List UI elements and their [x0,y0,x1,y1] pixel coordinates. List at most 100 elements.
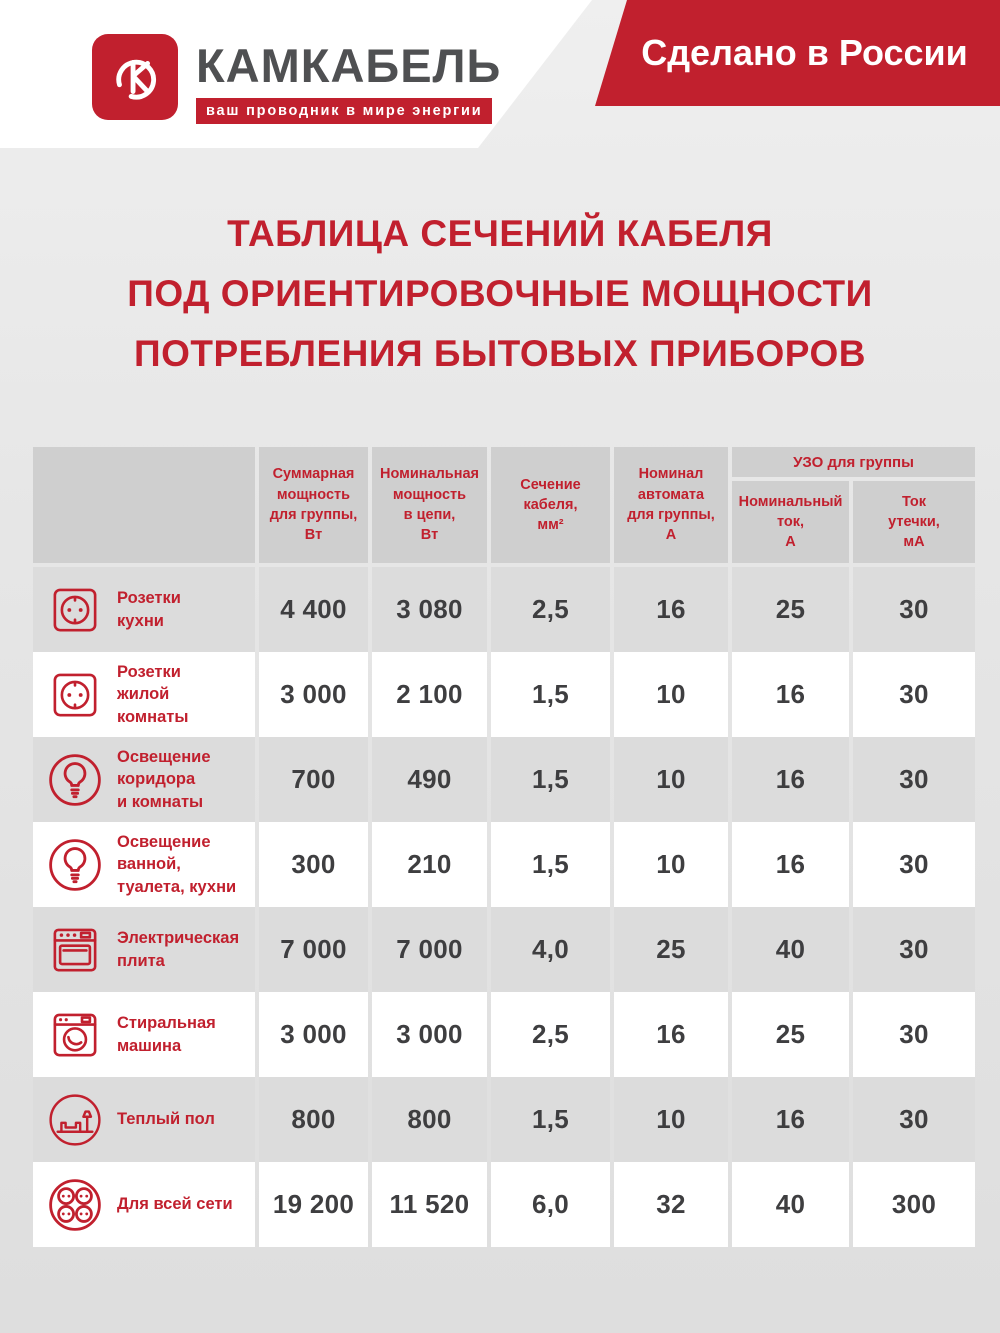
value-cell: 11 520 [372,1162,487,1247]
made-in-russia-ribbon: Сделано в России [595,0,1000,106]
value-cell: 3 080 [372,567,487,652]
value-cell: 1,5 [491,652,610,737]
value-cell: 16 [614,992,728,1077]
value-cell: 10 [614,822,728,907]
value-cell: 300 [853,1162,975,1247]
power-network-icon [43,1173,107,1237]
table-row: Стиральная машина 3 000 3 000 2,5 16 25 30 [33,992,975,1077]
value-cell: 16 [614,567,728,652]
row-label: Розетки кухни [117,589,181,630]
value-cell: 3 000 [372,992,487,1077]
row-label-cell: Освещение ванной, туалета, кухни [33,822,255,907]
table-row: Для всей сети 19 200 11 520 6,0 32 40 300 [33,1162,975,1247]
value-cell: 7 000 [372,907,487,992]
value-cell: 1,5 [491,1077,610,1162]
column-header-uzo-current: Номинальный ток, А [732,481,849,563]
value-cell: 800 [259,1077,368,1162]
row-label: Розетки жилой комнаты [117,663,189,726]
value-cell: 30 [853,1077,975,1162]
row-label-cell: Розетки кухни [33,567,255,652]
value-cell: 30 [853,652,975,737]
value-cell: 30 [853,992,975,1077]
row-label: Освещение коридора и комнаты [117,748,211,811]
value-cell: 16 [732,652,849,737]
socket-icon [43,578,107,642]
value-cell: 30 [853,567,975,652]
row-label-cell: Электрическая плита [33,907,255,992]
value-cell: 4 400 [259,567,368,652]
value-cell: 490 [372,737,487,822]
value-cell: 25 [732,992,849,1077]
row-label: Стиральная машина [117,1014,216,1055]
value-cell: 2,5 [491,992,610,1077]
row-label: Для всей сети [117,1195,233,1214]
corner-cell [33,447,255,563]
brand-name: КАМКАБЕЛЬ [196,39,502,92]
header-band: КАМКАБЕЛЬ ваш проводник в мире энергии [0,0,592,148]
value-cell: 16 [732,737,849,822]
socket-icon [43,663,107,727]
table-row: Освещение коридора и комнаты 700 490 1,5 10 1… [33,737,975,822]
value-cell: 10 [614,1077,728,1162]
value-cell: 7 000 [259,907,368,992]
floor-heating-icon [43,1088,107,1152]
column-header-nominal-power: Номинальная мощность в цепи, Вт [372,447,487,563]
table-row: Розетки кухни 4 400 3 080 2,5 16 25 30 [33,567,975,652]
value-cell: 300 [259,822,368,907]
table-body: Розетки кухни 4 400 3 080 2,5 16 25 30 Розетки … [33,567,975,1247]
power-table: Суммарная мощность для группы, Вт Номина… [33,447,975,1247]
column-header-cable-section: Сечение кабеля, мм² [491,447,610,563]
value-cell: 6,0 [491,1162,610,1247]
table-row: Теплый пол 800 800 1,5 10 16 30 [33,1077,975,1162]
value-cell: 800 [372,1077,487,1162]
value-cell: 40 [732,1162,849,1247]
column-header-breaker: Номинал автомата для группы, А [614,447,728,563]
row-label-cell: Для всей сети [33,1162,255,1247]
value-cell: 1,5 [491,737,610,822]
value-cell: 16 [732,1077,849,1162]
table-row: Освещение ванной, туалета, кухни 300 210 1,… [33,822,975,907]
value-cell: 16 [732,822,849,907]
value-cell: 30 [853,907,975,992]
value-cell: 40 [732,907,849,992]
value-cell: 210 [372,822,487,907]
value-cell: 25 [614,907,728,992]
uzo-subcolumns: Номинальный ток, А Ток утечки, мА [732,481,975,563]
table-row: Электрическая плита 7 000 7 000 4,0 25 40 30 [33,907,975,992]
uzo-group-header: УЗО для группы [732,447,975,477]
value-cell: 4,0 [491,907,610,992]
value-cell: 19 200 [259,1162,368,1247]
washer-icon [43,1003,107,1067]
value-cell: 2,5 [491,567,610,652]
logo-block: КАМКАБЕЛЬ ваш проводник в мире энергии [92,34,501,124]
row-label: Освещение ванной, туалета, кухни [117,833,237,896]
value-cell: 1,5 [491,822,610,907]
kamkabel-logo-icon [92,34,178,120]
column-header-total-power: Суммарная мощность для группы, Вт [259,447,368,563]
value-cell: 2 100 [372,652,487,737]
row-label: Теплый пол [117,1110,215,1129]
value-cell: 700 [259,737,368,822]
value-cell: 3 000 [259,652,368,737]
page-title: ТАБЛИЦА СЕЧЕНИЙ КАБЕЛЯ ПОД ОРИЕНТИРОВОЧН… [127,213,873,374]
row-label-cell: Розетки жилой комнаты [33,652,255,737]
value-cell: 10 [614,737,728,822]
bulb-icon [43,748,107,812]
row-label-cell: Стиральная машина [33,992,255,1077]
row-label-cell: Освещение коридора и комнаты [33,737,255,822]
bulb-icon [43,833,107,897]
value-cell: 25 [732,567,849,652]
value-cell: 10 [614,652,728,737]
row-label-cell: Теплый пол [33,1077,255,1162]
uzo-group: УЗО для группы Номинальный ток, А Ток ут… [732,447,975,563]
value-cell: 32 [614,1162,728,1247]
value-cell: 3 000 [259,992,368,1077]
ribbon-label: Сделано в России [641,32,968,73]
row-label: Электрическая плита [117,929,240,970]
brand-tagline: ваш проводник в мире энергии [196,98,493,124]
logo-text: КАМКАБЕЛЬ ваш проводник в мире энергии [196,34,501,124]
table-row: Розетки жилой комнаты 3 000 2 100 1,5 10 16 30 [33,652,975,737]
value-cell: 30 [853,822,975,907]
stove-icon [43,918,107,982]
